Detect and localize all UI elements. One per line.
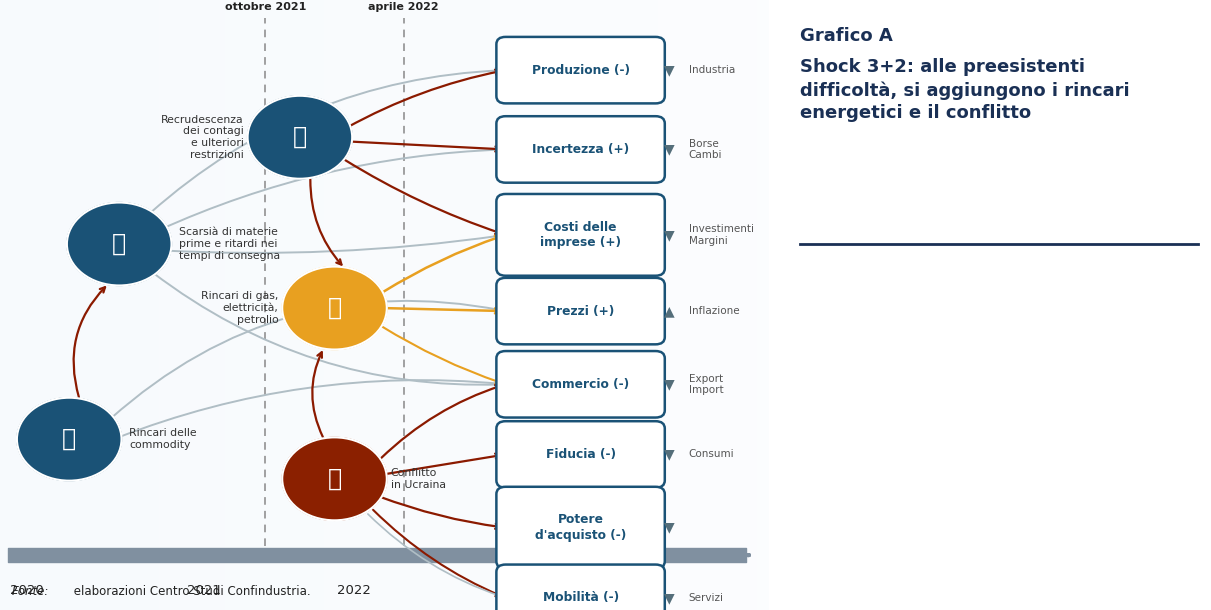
FancyBboxPatch shape (497, 278, 665, 344)
Text: Conflitto
in Ucraina: Conflitto in Ucraina (391, 468, 446, 490)
Text: Grafico A: Grafico A (800, 27, 893, 46)
Text: Borse
Cambi: Borse Cambi (689, 138, 722, 160)
FancyBboxPatch shape (497, 116, 665, 183)
Text: Commercio (-): Commercio (-) (532, 378, 630, 391)
Circle shape (247, 96, 352, 179)
Text: ▼: ▼ (664, 591, 675, 605)
Text: Rincari di gas,
elettricità,
petrolio: Rincari di gas, elettricità, petrolio (201, 292, 279, 325)
Text: ▼: ▼ (664, 143, 675, 156)
FancyBboxPatch shape (497, 351, 665, 417)
Text: Incertezza (+): Incertezza (+) (532, 143, 630, 156)
Text: Investimenti
Margini: Investimenti Margini (689, 224, 753, 246)
Text: 🚗: 🚗 (327, 467, 342, 491)
FancyBboxPatch shape (497, 421, 665, 488)
Text: ▼: ▼ (664, 448, 675, 461)
Text: Costi delle
imprese (+): Costi delle imprese (+) (540, 221, 621, 249)
Circle shape (282, 267, 386, 350)
Text: Industria: Industria (689, 65, 735, 75)
Circle shape (67, 203, 172, 285)
Text: Prezzi (+): Prezzi (+) (547, 304, 614, 318)
Text: 2020: 2020 (10, 584, 44, 597)
Text: Export
Import: Export Import (689, 373, 723, 395)
Text: ▼: ▼ (664, 63, 675, 77)
Text: Servizi: Servizi (689, 593, 724, 603)
Text: Recrudescenza
dei contagi
e ulteriori
restrizioni: Recrudescenza dei contagi e ulteriori re… (161, 115, 243, 160)
Text: 2021: 2021 (186, 584, 220, 597)
Text: ▼: ▼ (664, 228, 675, 242)
Text: Fonte:: Fonte: (12, 585, 50, 598)
Circle shape (17, 398, 121, 481)
Text: ▼: ▼ (664, 378, 675, 391)
Text: Fiducia (-): Fiducia (-) (546, 448, 615, 461)
Text: Previsioni CSC
aprile 2022: Previsioni CSC aprile 2022 (358, 0, 449, 12)
FancyBboxPatch shape (497, 37, 665, 103)
Text: 💡: 💡 (327, 296, 342, 320)
Text: 🦠: 🦠 (293, 125, 306, 149)
Text: Mobilità (-): Mobilità (-) (543, 591, 619, 605)
Text: ▲: ▲ (664, 304, 675, 318)
Text: Produzione (-): Produzione (-) (532, 63, 630, 77)
Text: Rincari delle
commodity: Rincari delle commodity (130, 428, 197, 450)
FancyBboxPatch shape (497, 565, 665, 610)
Text: 2022: 2022 (337, 584, 371, 597)
Text: Potere
d'acquisto (-): Potere d'acquisto (-) (535, 514, 626, 542)
Circle shape (282, 437, 386, 520)
Text: Previsioni CSC
ottobre 2021: Previsioni CSC ottobre 2021 (220, 0, 310, 12)
Text: Inflazione: Inflazione (689, 306, 739, 316)
Text: 💰: 💰 (62, 427, 76, 451)
FancyBboxPatch shape (497, 487, 665, 569)
Text: Shock 3+2: alle preesistenti
difficoltà, si aggiungono i rincari
energetici e il: Shock 3+2: alle preesistenti difficoltà,… (800, 58, 1130, 123)
Text: ▼: ▼ (664, 521, 675, 534)
FancyBboxPatch shape (497, 194, 665, 276)
Text: Scarsià di materie
prime e ritardi nei
tempi di consegna: Scarsià di materie prime e ritardi nei t… (179, 228, 280, 260)
Text: elaborazioni Centro Studi Confindustria.: elaborazioni Centro Studi Confindustria. (70, 585, 311, 598)
Text: Consumi: Consumi (689, 450, 734, 459)
Text: 🛒: 🛒 (113, 232, 126, 256)
